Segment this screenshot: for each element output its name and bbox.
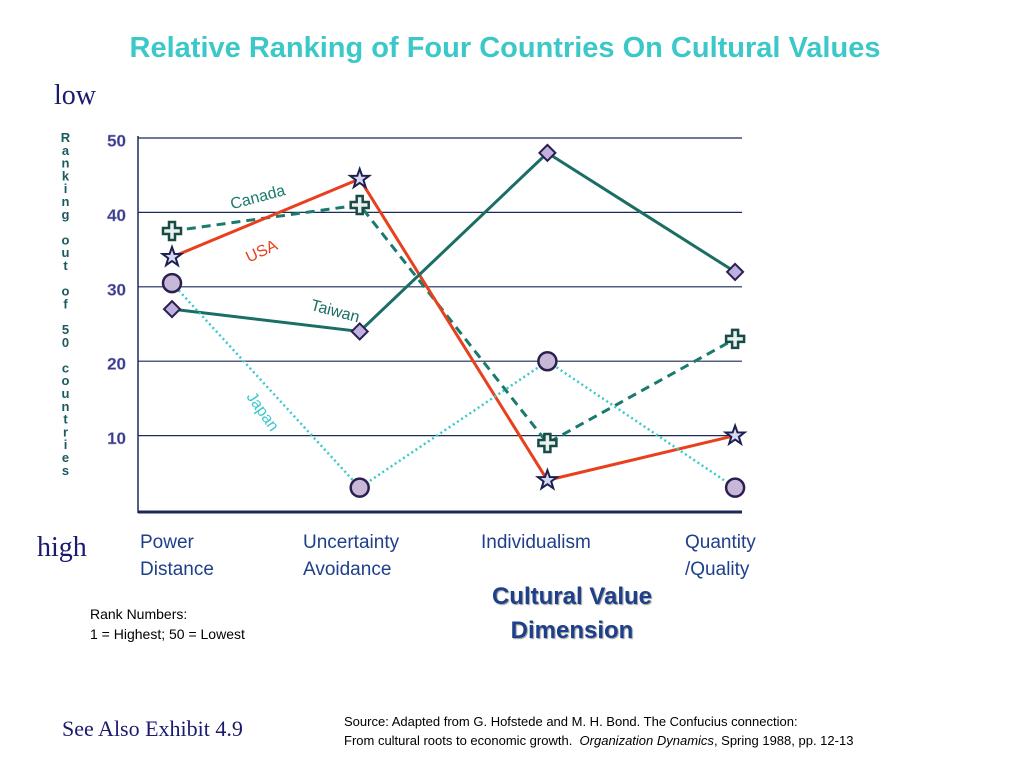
marker-shape bbox=[537, 432, 558, 454]
series-line bbox=[171, 150, 736, 334]
high-label: high bbox=[37, 532, 87, 563]
y-tick-label: 20 bbox=[107, 355, 126, 374]
series-label: Japan bbox=[243, 389, 282, 434]
source: Source: Adapted from G. Hofstede and M. … bbox=[344, 712, 853, 750]
y-tick-label: 40 bbox=[107, 206, 126, 225]
marker bbox=[161, 220, 183, 242]
x-tick-label: Quantity /Quality bbox=[685, 532, 756, 580]
marker bbox=[347, 165, 373, 190]
marker bbox=[161, 272, 183, 294]
marker bbox=[724, 328, 746, 350]
marker bbox=[725, 262, 745, 282]
marker-shape bbox=[725, 262, 745, 282]
source-text: From cultural roots to economic growth. bbox=[344, 733, 573, 748]
series-line bbox=[171, 282, 736, 490]
source-details: , Spring 1988, pp. 12-13 bbox=[713, 733, 854, 748]
marker bbox=[534, 467, 560, 491]
marker-shape bbox=[347, 165, 373, 190]
x-tick-label: Uncertainty Avoidance bbox=[303, 532, 400, 580]
source-line: Source: Adapted from G. Hofstede and M. … bbox=[344, 714, 798, 729]
marker bbox=[537, 350, 558, 372]
y-tick-label: 30 bbox=[107, 280, 126, 299]
marker bbox=[162, 299, 182, 319]
marker-shape bbox=[724, 477, 746, 498]
y-tick-label: 10 bbox=[107, 429, 126, 448]
marker-shape bbox=[349, 477, 370, 498]
marker bbox=[349, 194, 370, 216]
series-label: Canada bbox=[229, 182, 288, 213]
marker bbox=[724, 477, 746, 498]
marker bbox=[537, 143, 557, 163]
marker bbox=[537, 432, 558, 454]
y-axis-label: Ranking out of 50 countries bbox=[58, 130, 73, 476]
x-tick-label: Individualism bbox=[481, 532, 591, 553]
marker-shape bbox=[722, 422, 748, 447]
chart-title: Relative Ranking of Four Countries On Cu… bbox=[129, 32, 881, 64]
note-line: Rank Numbers: bbox=[90, 606, 188, 622]
low-label: low bbox=[54, 80, 96, 111]
series-label: Taiwan bbox=[309, 297, 362, 326]
source-journal: Organization Dynamics bbox=[579, 733, 714, 748]
source-line: From cultural roots to economic growth. … bbox=[344, 731, 853, 750]
y-tick-label: 50 bbox=[107, 131, 126, 150]
x-tick-label: Power Distance bbox=[140, 532, 214, 580]
marker-shape bbox=[161, 220, 183, 242]
x-axis-label: Cultural Value Dimension bbox=[491, 583, 653, 644]
marker-shape bbox=[537, 350, 558, 372]
marker-shape bbox=[724, 328, 746, 350]
footer: See Also Exhibit 4.9 bbox=[62, 716, 243, 741]
marker-shape bbox=[161, 272, 183, 294]
marker-shape bbox=[159, 244, 185, 268]
marker-shape bbox=[534, 467, 560, 491]
note: Rank Numbers: 1 = Highest; 50 = Lowest bbox=[90, 604, 245, 644]
marker bbox=[350, 322, 370, 341]
note-line: 1 = Highest; 50 = Lowest bbox=[90, 626, 245, 642]
marker bbox=[722, 422, 748, 447]
marker bbox=[349, 477, 370, 498]
marker-shape bbox=[162, 299, 182, 319]
marker-shape bbox=[349, 194, 370, 216]
marker-shape bbox=[537, 143, 557, 163]
series-line bbox=[171, 177, 736, 482]
series-label: USA bbox=[243, 237, 280, 266]
marker bbox=[159, 244, 185, 268]
marker-shape bbox=[350, 322, 370, 341]
